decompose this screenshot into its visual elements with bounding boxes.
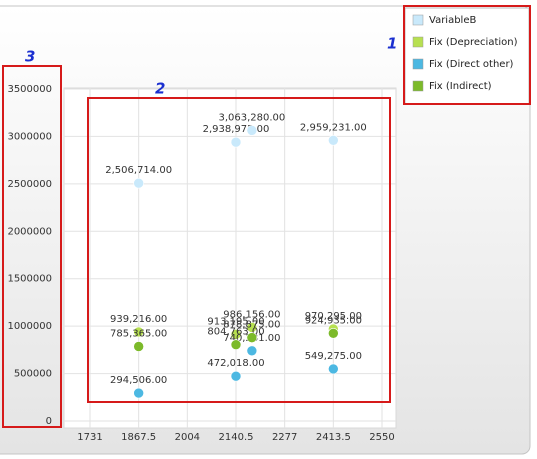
- y-tick-label: 2500000: [7, 179, 52, 190]
- y-tick-label: 3500000: [7, 84, 52, 95]
- data-label: 970,295.00: [305, 311, 362, 322]
- annotation: 3: [25, 48, 35, 66]
- legend-label: VariableB: [429, 15, 476, 26]
- y-tick-label: 3000000: [7, 131, 52, 142]
- point: [133, 387, 144, 399]
- legend-swatch: [412, 36, 424, 48]
- highlight-box: [2, 65, 62, 428]
- legend-label: Fix (Direct other): [429, 59, 514, 70]
- data-label: 785,365.00: [110, 329, 167, 340]
- y-tick-label: 500000: [14, 369, 52, 380]
- data-label: 472,018.00: [207, 358, 264, 369]
- data-label: 913,195.00: [207, 316, 264, 327]
- legend-label: Fix (Depreciation): [429, 37, 518, 48]
- legend-swatch: [412, 80, 424, 92]
- data-label: 2,959,231.00: [300, 122, 367, 133]
- legend-swatch: [412, 14, 424, 26]
- legend-label: Fix (Indirect): [429, 81, 492, 92]
- x-tick-label: 2413.5: [316, 432, 351, 443]
- data-label: 3,063,280.00: [218, 112, 285, 123]
- annotation: 1: [387, 35, 397, 53]
- point: [328, 134, 339, 146]
- y-tick-label: 1000000: [7, 321, 52, 332]
- point: [328, 327, 339, 339]
- data-label: 294,506.00: [110, 375, 167, 386]
- point: [230, 136, 242, 148]
- highlight-box: [403, 5, 531, 105]
- y-tick-label: 1500000: [7, 274, 52, 285]
- x-tick-label: 2550: [369, 432, 394, 443]
- legend-swatch: [412, 58, 424, 70]
- point: [133, 177, 144, 189]
- y-tick-label: 0: [46, 416, 52, 427]
- x-tick-label: 1731: [77, 432, 102, 443]
- data-label: 549,275.00: [305, 351, 362, 362]
- point: [246, 125, 258, 136]
- data-label: 878,875.00: [223, 320, 280, 331]
- point: [133, 341, 144, 352]
- point: [133, 326, 144, 338]
- data-label: 986,156.00: [223, 309, 280, 320]
- point: [230, 339, 242, 350]
- x-tick-label: 2140.5: [219, 432, 254, 443]
- highlight-box: [87, 97, 391, 403]
- point: [328, 363, 339, 375]
- plot-area: [63, 87, 397, 429]
- annotation: 2: [155, 80, 165, 98]
- y-tick-label: 2000000: [7, 226, 52, 237]
- data-label: 939,216.00: [110, 314, 167, 325]
- x-tick-label: 2277: [272, 432, 297, 443]
- data-label: 804,763.00: [207, 327, 264, 338]
- x-tick-label: 1867.5: [121, 432, 156, 443]
- point: [246, 345, 258, 357]
- data-label: 2,938,975.00: [203, 124, 270, 135]
- point: [246, 332, 258, 343]
- data-label: 2,506,714.00: [105, 165, 172, 176]
- data-label: 924,935.00: [305, 315, 362, 326]
- x-tick-label: 2004: [175, 432, 200, 443]
- point: [230, 370, 242, 382]
